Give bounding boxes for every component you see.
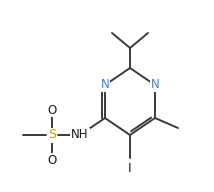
Text: N: N bbox=[151, 79, 159, 92]
Text: S: S bbox=[48, 128, 56, 142]
Text: N: N bbox=[101, 79, 109, 92]
Text: O: O bbox=[47, 103, 57, 117]
Text: I: I bbox=[128, 162, 132, 175]
Text: NH: NH bbox=[71, 128, 89, 142]
Text: O: O bbox=[47, 153, 57, 166]
